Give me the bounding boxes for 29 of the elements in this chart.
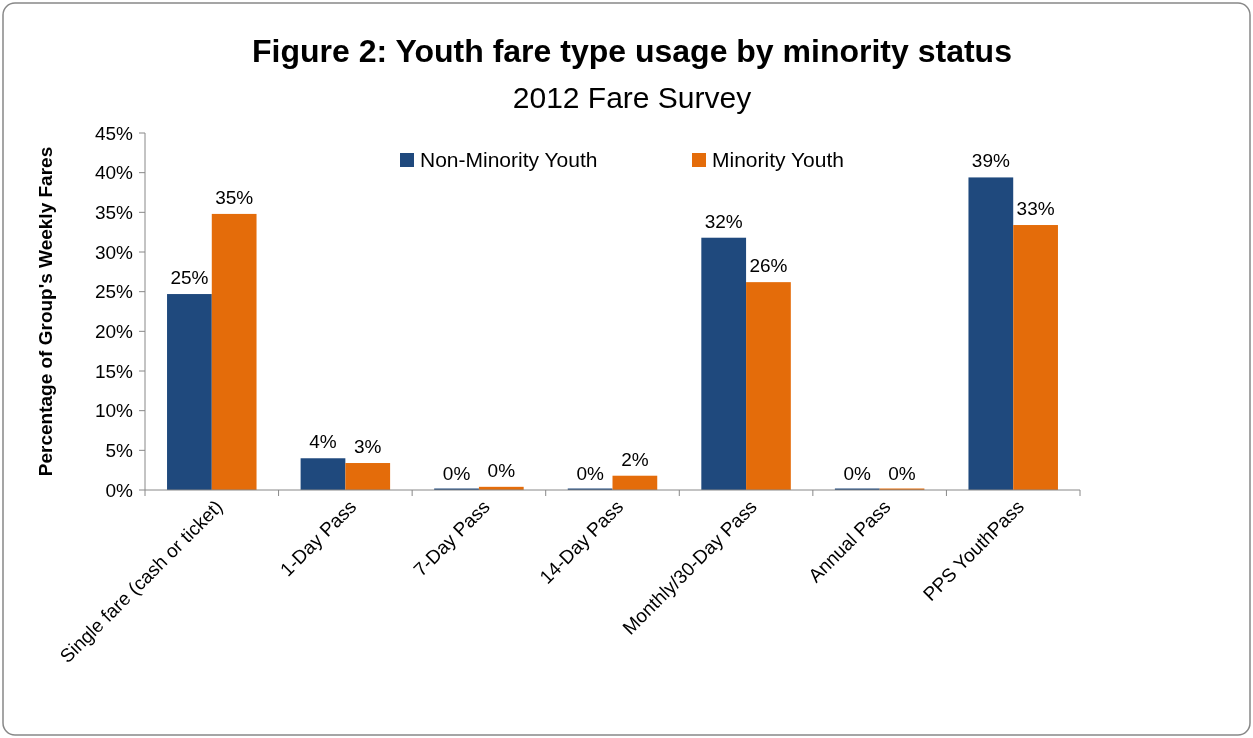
chart-subtitle: 2012 Fare Survey <box>512 81 752 114</box>
data-label: 35% <box>215 186 254 208</box>
y-tick-label: 5% <box>105 439 134 461</box>
data-label: 0% <box>442 463 471 484</box>
data-label: 0% <box>843 463 872 484</box>
y-axis-title: Percentage of Group's Weekly Fares <box>35 146 56 477</box>
y-tick-label: 40% <box>94 162 134 184</box>
data-label: 26% <box>749 255 788 277</box>
data-label: 2% <box>621 448 649 470</box>
y-tick-label: 10% <box>94 400 134 422</box>
data-label: 39% <box>971 150 1010 172</box>
data-label: 32% <box>704 210 743 232</box>
data-label: 3% <box>354 436 382 458</box>
chart-title: Figure 2: Youth fare type usage by minority status <box>252 33 1012 69</box>
data-label: 33% <box>1016 198 1055 220</box>
data-label: 25% <box>170 267 209 289</box>
legend-label: Non-Minority Youth <box>420 148 598 172</box>
y-tick-label: 20% <box>94 320 134 342</box>
y-tick-label: 15% <box>94 360 134 382</box>
y-tick-label: 35% <box>94 201 134 223</box>
y-tick-label: 25% <box>94 281 134 303</box>
data-label: 0% <box>888 463 916 484</box>
y-tick-label: 30% <box>94 241 134 263</box>
legend-label: Minority Youth <box>712 148 844 172</box>
data-label: 0% <box>576 463 604 484</box>
data-label: 0% <box>487 459 516 481</box>
y-tick-label: 0% <box>105 479 134 501</box>
y-tick-label: 45% <box>94 122 134 144</box>
data-label: 4% <box>309 431 337 453</box>
